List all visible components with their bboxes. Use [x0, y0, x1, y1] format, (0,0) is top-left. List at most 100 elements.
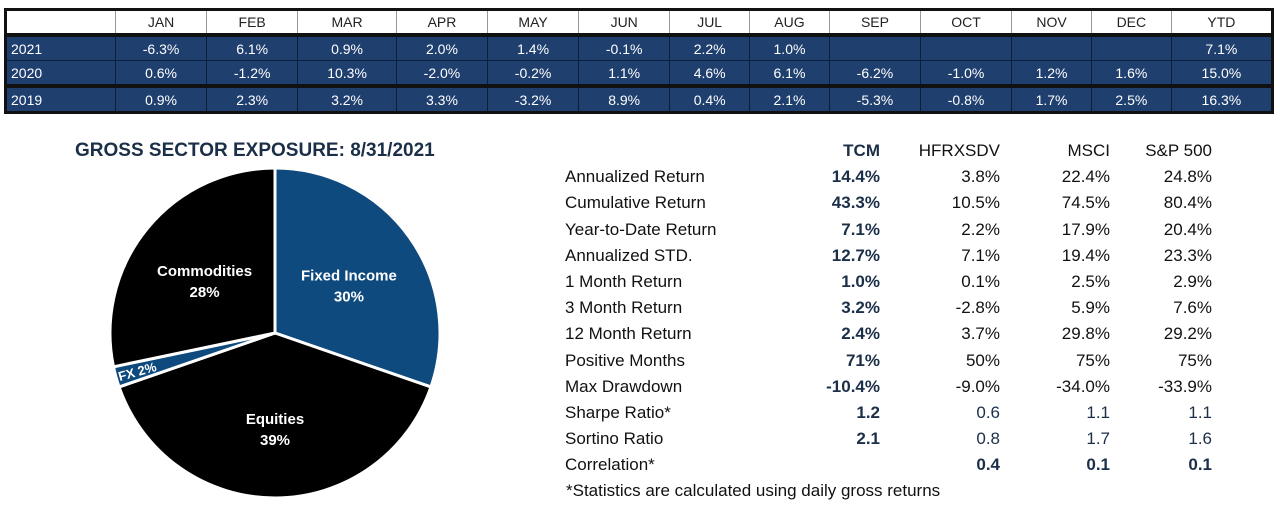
stat-value: 1.1 [1188, 402, 1212, 422]
stat-value: 2.2% [961, 219, 1000, 239]
slice-percent: 39% [260, 432, 290, 449]
return-cell: 2.2% [669, 35, 750, 61]
return-cell [919, 35, 1012, 61]
column-header: JAN [114, 9, 207, 37]
return-cell: -3.2% [487, 84, 579, 113]
stat-value: 2.5% [1071, 272, 1110, 292]
return-cell: 1.2% [1011, 60, 1092, 87]
return-cell: -6.3% [114, 35, 207, 61]
column-header: MAY [487, 9, 579, 37]
stat-value: 0.1 [1188, 455, 1212, 475]
stats-header-row: TCM HFRXSDV MSCI S&P 500 [565, 138, 1212, 164]
stat-value: 74.5% [1061, 193, 1110, 213]
return-cell: 3.3% [395, 84, 488, 113]
slice-label: Fixed Income [301, 267, 397, 284]
stat-value: 22.4% [1061, 167, 1110, 187]
statistics-table: TCM HFRXSDV MSCI S&P 500 Annualized Return 14… [565, 138, 1212, 478]
stat-label: Sortino Ratio [565, 429, 664, 449]
stat-label: Sharpe Ratio* [565, 402, 671, 422]
return-cell: 6.1% [749, 60, 830, 87]
return-cell: 0.6% [114, 60, 207, 87]
stat-value: 29.2% [1163, 324, 1212, 344]
stat-label: 12 Month Return [565, 324, 692, 344]
column-header: SEP [828, 9, 921, 37]
return-cell: 3.2% [297, 84, 397, 113]
stat-value: 1.7 [1086, 429, 1110, 449]
stat-value: 14.4% [831, 167, 880, 187]
stat-label: Annualized STD. [565, 245, 693, 265]
stat-label: Correlation* [565, 455, 655, 475]
stat-value: 50% [965, 350, 1000, 370]
stat-label: 1 Month Return [565, 272, 683, 292]
stats-row: Sharpe Ratio* 1.2 0.6 1.1 1.1 [565, 400, 1212, 426]
stat-value: 0.1 [1086, 455, 1110, 475]
return-cell: 6.1% [206, 35, 298, 61]
stat-label: Year-to-Date Return [565, 219, 717, 239]
stat-value: -34.0% [1056, 376, 1110, 396]
return-cell [1011, 35, 1092, 61]
stat-value: 3.7% [961, 324, 1000, 344]
stat-value: 1.6 [1188, 429, 1212, 449]
stat-value: 12.7% [831, 245, 880, 265]
stat-value: 0.8 [976, 429, 1000, 449]
stat-value: 3.2% [841, 298, 880, 318]
stat-value: 7.6% [1173, 298, 1212, 318]
stat-value: 75% [1075, 350, 1110, 370]
column-header: MSCI [1067, 141, 1111, 161]
stat-value: 5.9% [1071, 298, 1110, 318]
year-cell: 2021 [5, 35, 116, 61]
return-cell: 0.9% [114, 84, 207, 113]
return-cell: -5.3% [828, 84, 921, 113]
column-header: TCM [843, 141, 880, 161]
pie-slice-equities [117, 331, 433, 500]
return-cell [1090, 35, 1172, 61]
stats-row: Positive Months 71% 50% 75% 75% [565, 348, 1212, 374]
stat-value: 0.6 [976, 402, 1000, 422]
statistics-footnote: *Statistics are calculated using daily g… [566, 481, 941, 500]
slice-label: Equities [246, 411, 304, 428]
table-header-row: JAN FEB MAR APR MAY JUN JUL AUG SEP OCT NOV DEC YTD [5, 9, 1273, 37]
stat-value: 71% [845, 350, 880, 370]
pie-slice-fixed-income [273, 166, 442, 389]
stat-value: 75% [1177, 350, 1212, 370]
stats-row: Annualized Return 14.4% 3.8% 22.4% 24.8% [565, 164, 1212, 190]
stats-row: Year-to-Date Return 7.1% 2.2% 17.9% 20.4% [565, 217, 1212, 243]
return-cell: 7.1% [1170, 35, 1273, 61]
return-cell: -0.8% [919, 84, 1012, 113]
stats-row: Max Drawdown -10.4% -9.0% -34.0% -33.9% [565, 374, 1212, 400]
stat-value: 1.2 [856, 402, 880, 422]
stats-row: Cumulative Return 43.3% 10.5% 74.5% 80.4% [565, 190, 1212, 216]
stat-value: 1.1 [1086, 402, 1110, 422]
stat-value: 29.8% [1061, 324, 1110, 344]
stat-value: 7.1% [961, 245, 1000, 265]
stat-value: 1.0% [841, 272, 880, 292]
return-cell: 0.4% [669, 84, 750, 113]
stat-value: 0.1% [961, 272, 1000, 292]
return-cell: 4.6% [669, 60, 750, 87]
column-header: FEB [206, 9, 298, 37]
return-cell: 0.9% [297, 35, 397, 61]
stat-value: 24.8% [1163, 167, 1212, 187]
stat-label: Max Drawdown [565, 376, 683, 396]
return-cell: -1.0% [919, 60, 1012, 87]
column-header: MAR [297, 9, 397, 37]
stats-row: 12 Month Return 2.4% 3.7% 29.8% 29.2% [565, 321, 1212, 347]
stat-value: 2.1 [856, 429, 880, 449]
column-header [5, 9, 116, 37]
return-cell: -6.2% [828, 60, 921, 87]
pie-title: GROSS SECTOR EXPOSURE: 8/31/2021 [75, 140, 435, 161]
stat-value: 3.8% [961, 167, 1000, 187]
stat-value: 2.9% [1173, 272, 1212, 292]
stat-value: 20.4% [1163, 219, 1212, 239]
stat-label: Cumulative Return [565, 193, 706, 213]
stat-value: -10.4% [826, 376, 880, 396]
column-header: HFRXSDV [918, 141, 1000, 161]
stats-row: 1 Month Return 1.0% 0.1% 2.5% 2.9% [565, 269, 1212, 295]
stat-value: -9.0% [955, 376, 1000, 396]
column-header: AUG [749, 9, 830, 37]
stat-label: 3 Month Return [565, 298, 683, 318]
stat-value: 7.1% [841, 219, 880, 239]
return-cell: 15.0% [1170, 60, 1273, 87]
column-header: NOV [1011, 9, 1092, 37]
